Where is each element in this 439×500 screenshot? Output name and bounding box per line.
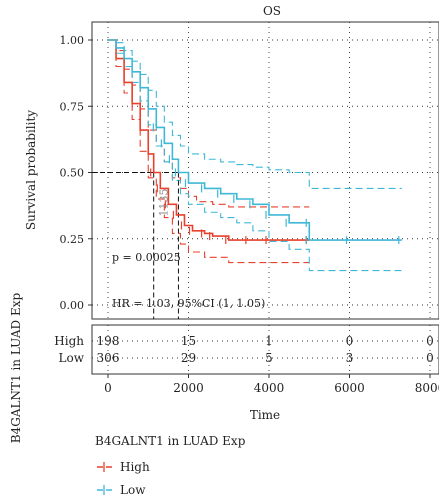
y-tick-label-3: 0.75 [60, 100, 85, 113]
risk-row-label-low: Low [59, 351, 85, 365]
risk-count-high-1: 15 [181, 334, 196, 348]
confidence-bands [108, 39, 402, 272]
y-tick-label-0: 0.00 [60, 299, 85, 312]
risk-table: 198 15 1 0 0 306 29 5 3 0 High Low [54, 324, 439, 375]
ci-lower-low [108, 39, 402, 272]
x-axis-ticks: 0 2000 4000 6000 8000 [104, 374, 439, 395]
risk-count-high-4: 0 [426, 334, 434, 348]
risk-count-low-4: 0 [426, 351, 434, 365]
risk-table-frame [91, 324, 439, 375]
hazard-ratio-label: HR = 1.03, 95%CI (1, 1.05) [112, 297, 265, 310]
median-lines [92, 172, 179, 319]
legend: B4GALNT1 in LUAD Exp High Low [95, 434, 246, 497]
risk-count-low-0: 306 [97, 351, 120, 365]
ci-upper-low [108, 39, 402, 189]
survival-plot: 0.00 0.25 0.50 0.75 1.00 1135 p = 0.00025 HR… [60, 21, 439, 320]
x-tick-label-1: 2000 [173, 381, 204, 395]
risk-count-low-2: 5 [265, 351, 273, 365]
risk-count-low-1: 29 [181, 351, 196, 365]
legend-label-low: Low [120, 483, 146, 497]
ci-upper-high [108, 39, 310, 208]
legend-item-low: Low [97, 483, 146, 497]
legend-label-high: High [120, 460, 150, 474]
x-axis-label: Time [250, 408, 280, 422]
x-tick-label-3: 6000 [334, 381, 365, 395]
plot-frame [91, 21, 439, 320]
y-tick-label-2: 0.50 [60, 167, 85, 180]
curve-low [108, 39, 402, 241]
legend-title: B4GALNT1 in LUAD Exp [95, 434, 246, 448]
y-tick-label-1: 0.25 [60, 233, 85, 246]
chart-title: OS [263, 4, 281, 18]
ci-lower-high [108, 39, 310, 264]
risk-table-grid [92, 325, 439, 374]
legend-item-high: High [97, 460, 150, 474]
median-survival-label: 1135 [158, 189, 171, 217]
x-tick-label-2: 4000 [254, 381, 285, 395]
risk-count-high-2: 1 [265, 334, 273, 348]
y-tick-label-4: 1.00 [60, 34, 85, 47]
risk-count-high-3: 0 [346, 334, 354, 348]
risk-table-counts: 198 15 1 0 0 306 29 5 3 0 [97, 334, 434, 365]
y-axis-label: Survival probability [24, 110, 38, 230]
curve-high [108, 39, 310, 241]
x-tick-label-0: 0 [104, 381, 112, 395]
p-value-label: p = 0.00025 [112, 251, 181, 264]
risk-row-label-high: High [54, 334, 84, 348]
risk-count-high-0: 198 [97, 334, 120, 348]
survival-curves [108, 39, 402, 245]
risk-table-ylabel: B4GALNT1 in LUAD Exp [9, 292, 23, 443]
risk-count-low-3: 3 [346, 351, 354, 365]
y-axis-ticks: 0.00 0.25 0.50 0.75 1.00 [60, 34, 92, 312]
plot-grid [92, 22, 439, 319]
x-tick-label-4: 8000 [415, 381, 439, 395]
